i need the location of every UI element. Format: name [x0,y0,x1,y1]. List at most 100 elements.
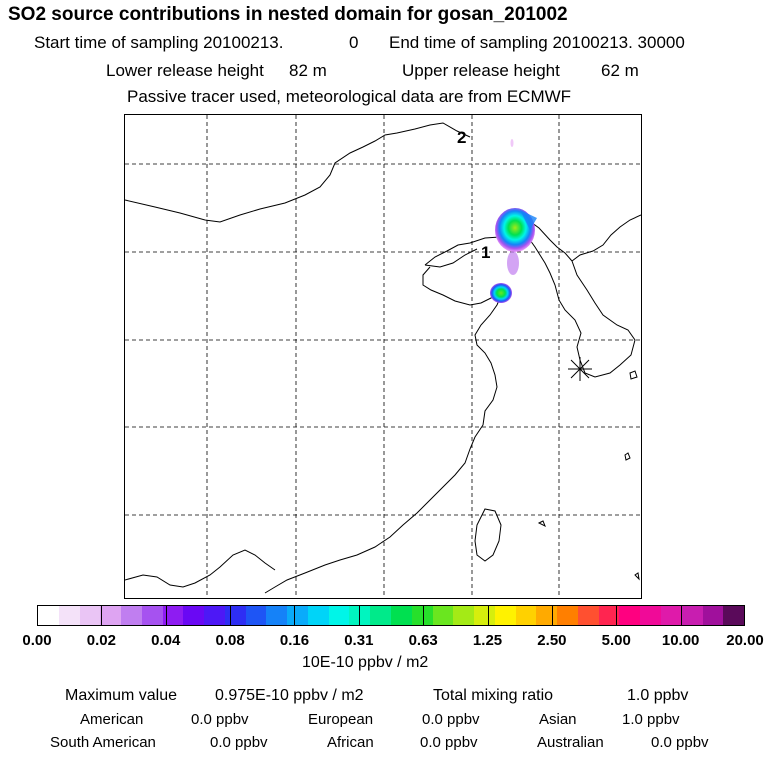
colorbar-segment [681,606,703,625]
colorbar-tick-label: 0.63 [408,632,438,649]
colorbar-segment [224,606,246,625]
lower-release-value: 82 m [289,61,327,80]
graticule [125,115,641,598]
upper-release-value: 62 m [601,61,639,80]
colorbar [37,605,745,626]
colorbar-segment [702,606,724,625]
colorbar-divider [680,605,682,626]
colorbar-segment [660,606,682,625]
total-mixing-label: Total mixing ratio [433,687,554,704]
colorbar-tick-label: 0.02 [86,632,116,649]
map-canvas: 1 2 [125,115,641,598]
border-mongolia [125,122,471,223]
colorbar-segment [494,606,516,625]
plot-title: SO2 source contributions in nested domai… [8,4,568,25]
island-ryukyu [624,452,631,461]
region-value: 1.0 ppbv [622,711,680,728]
colorbar-segment [577,606,599,625]
colorbar-tick-label: 0.16 [279,632,310,649]
island-small [537,520,546,528]
colorbar-tick-label: 1.25 [472,632,503,649]
colorbar-segment [453,606,475,625]
colorbar-tick-label: 5.00 [601,632,631,649]
colorbar-segment [349,606,371,625]
coast-bohai-north [424,248,478,268]
colorbar-segment [141,606,163,625]
colorbar-segment [536,606,558,625]
region-name: European [308,711,374,728]
max-value: 0.975E-10 ppbv / m2 [215,687,364,704]
colorbar-divider [358,605,360,626]
start-time-label: Start time of sampling 20100213. [34,33,284,52]
colorbar-divider [423,605,425,626]
upper-release-label: Upper release height [402,61,560,80]
region-name: American [80,711,144,728]
colorbar-segment [38,606,59,625]
colorbar-divider [616,605,618,626]
colorbar-divider [101,605,103,626]
colorbar-segment [162,606,184,625]
colorbar-segment [598,606,620,625]
colorbar-tick-label: 2.50 [537,632,567,649]
colorbar-segment [58,606,80,625]
coastlines [125,122,641,594]
region-name: African [327,734,374,751]
island-tsushima [629,370,638,380]
colorbar-tick-label: 0.04 [151,632,181,649]
region-value: 0.0 ppbv [422,711,480,728]
colorbar-segment [100,606,122,625]
start-time-hour: 0 [349,33,359,52]
colorbar-segment [204,606,225,625]
map-label-2: 2 [457,128,466,147]
coast-korea-north [571,214,641,262]
region-name: Australian [537,734,604,751]
colorbar-segment [640,606,661,625]
region-value: 0.0 ppbv [191,711,249,728]
region-value: 0.0 ppbv [210,734,268,751]
max-value-label: Maximum value [65,687,178,704]
plume-north-tail [520,210,537,230]
plume-south [490,283,512,303]
colorbar-segment [411,606,433,625]
colorbar-segment [474,606,495,625]
colorbar-tick-label: 20.00 [726,632,764,649]
border-southwest [125,549,276,588]
map-label-1: 1 [481,243,490,262]
plume-north-trail [507,251,519,275]
colorbar-segment [432,606,454,625]
tracer-note: Passive tracer used, meteorological data… [127,87,572,106]
colorbar-segment [515,606,537,625]
total-mixing-value: 1.0 ppbv [627,687,689,704]
colorbar-tick-label: 0.31 [344,632,374,649]
concentration-plumes [490,139,537,303]
colorbar-divider [551,605,553,626]
colorbar-segment [619,606,641,625]
colorbar-segment [287,606,308,625]
colorbar-segment [391,606,412,625]
colorbar-segment [328,606,350,625]
colorbar-segment [266,606,288,625]
coast-korea-south [558,260,636,378]
island-small [634,572,640,581]
region-name: Asian [539,711,577,728]
map-panel: 1 2 [124,114,642,599]
colorbar-divider [487,605,489,626]
colorbar-tick-label: 10.00 [661,632,700,649]
colorbar-segment [79,606,101,625]
end-time-label: End time of sampling 20100213. 30000 [389,33,685,52]
colorbar-segment [557,606,578,625]
lower-release-label: Lower release height [106,61,264,80]
star-icon [568,357,592,381]
colorbar-divider [294,605,296,626]
island-taiwan [474,508,502,562]
coast-shandong [422,266,504,306]
region-value: 0.0 ppbv [651,734,709,751]
colorbar-segment [121,606,142,625]
coast-east-china [264,290,504,594]
colorbar-divider [230,605,232,626]
region-value: 0.0 ppbv [420,734,478,751]
colorbar-unit: 10E-10 ppbv / m2 [302,654,429,671]
coast-korea-west [529,239,560,301]
colorbar-segment [245,606,267,625]
colorbar-segment [370,606,392,625]
